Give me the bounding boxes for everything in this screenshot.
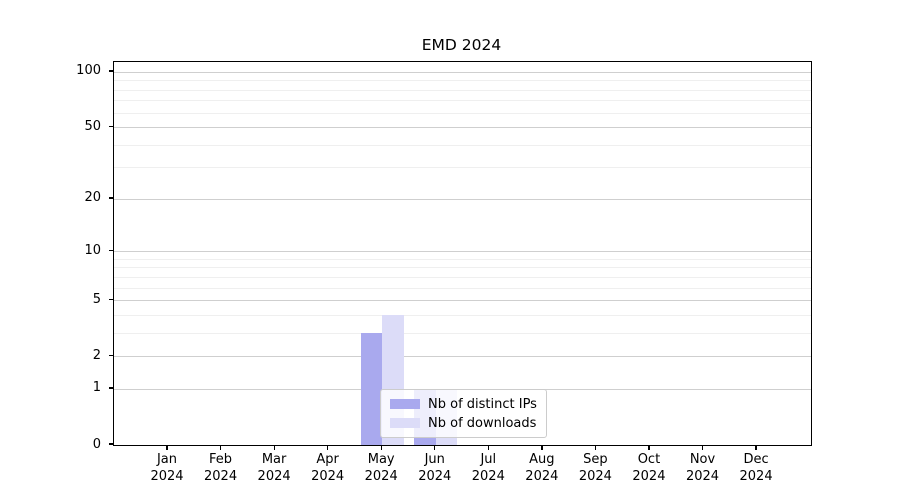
x-tick-month: Aug bbox=[529, 452, 555, 467]
legend-item: Nb of distinct IPs bbox=[390, 397, 538, 412]
x-tick-month: Mar bbox=[261, 452, 287, 467]
y-tick-mark bbox=[109, 197, 113, 199]
y-tick-label: 10 bbox=[84, 242, 101, 258]
x-tick-mark bbox=[701, 445, 704, 450]
legend: Nb of distinct IPs Nb of downloads bbox=[380, 389, 547, 438]
x-tick-month: Jan bbox=[156, 452, 178, 467]
x-tick-month: Feb bbox=[209, 452, 233, 467]
y-tick-label: 2 bbox=[92, 347, 101, 363]
x-tick-label: Feb 2024 bbox=[189, 451, 253, 485]
x-tick-year: 2024 bbox=[471, 469, 505, 484]
minor-gridline bbox=[114, 112, 811, 114]
x-tick-mark bbox=[273, 445, 275, 450]
x-tick-month: Apr bbox=[316, 452, 339, 467]
minor-gridline bbox=[114, 258, 811, 260]
x-tick-label: Aug 2024 bbox=[510, 451, 574, 485]
y-tick-mark bbox=[109, 443, 113, 445]
x-tick-mark bbox=[594, 445, 597, 450]
y-tick-mark bbox=[109, 354, 113, 356]
y-tick-mark bbox=[109, 70, 113, 72]
x-tick-year: 2024 bbox=[150, 469, 184, 484]
minor-gridline bbox=[114, 332, 811, 334]
x-tick-month: Nov bbox=[689, 452, 716, 467]
x-tick-label: Jun 2024 bbox=[403, 451, 467, 485]
x-tick-month: Jul bbox=[480, 452, 497, 467]
minor-gridline bbox=[114, 287, 811, 289]
minor-gridline bbox=[114, 267, 811, 269]
minor-gridline bbox=[114, 144, 811, 146]
x-tick-label: Jan 2024 bbox=[135, 451, 199, 485]
legend-swatch-distinct-ips bbox=[390, 399, 420, 409]
minor-gridline bbox=[114, 314, 811, 316]
x-tick-month: Oct bbox=[637, 452, 661, 467]
y-tick-label: 20 bbox=[84, 190, 101, 206]
x-tick-mark bbox=[434, 445, 436, 450]
minor-gridline bbox=[114, 89, 811, 91]
y-tick-label: 50 bbox=[84, 118, 101, 134]
x-tick-mark bbox=[541, 445, 543, 450]
y-tick-label: 0 bbox=[92, 436, 101, 452]
legend-item: Nb of downloads bbox=[390, 416, 538, 431]
x-tick-year: 2024 bbox=[632, 469, 666, 484]
minor-gridline bbox=[114, 80, 811, 82]
x-tick-month: Sep bbox=[583, 452, 608, 467]
minor-gridline bbox=[114, 276, 811, 278]
x-tick-year: 2024 bbox=[578, 469, 612, 484]
x-tick-mark bbox=[219, 445, 222, 450]
y-tick-mark bbox=[109, 125, 113, 127]
legend-label: Nb of distinct IPs bbox=[428, 396, 537, 412]
chart-title: EMD 2024 bbox=[421, 36, 502, 54]
x-tick-label: May 2024 bbox=[349, 451, 413, 485]
x-tick-label: Jul 2024 bbox=[456, 451, 520, 485]
x-tick-mark bbox=[487, 445, 489, 450]
y-tick-mark bbox=[109, 298, 113, 300]
x-tick-year: 2024 bbox=[418, 469, 452, 484]
y-tick-label: 5 bbox=[92, 291, 101, 307]
minor-gridline bbox=[114, 167, 811, 169]
legend-swatch-downloads bbox=[390, 418, 420, 428]
x-tick-month: May bbox=[367, 452, 395, 467]
x-tick-year: 2024 bbox=[257, 469, 291, 484]
x-tick-mark bbox=[166, 445, 168, 450]
x-tick-mark bbox=[327, 445, 329, 450]
x-tick-label: Apr 2024 bbox=[296, 451, 360, 485]
x-tick-label: Sep 2024 bbox=[563, 451, 627, 485]
major-gridline bbox=[114, 71, 811, 73]
minor-gridline bbox=[114, 100, 811, 102]
major-gridline bbox=[114, 127, 811, 129]
legend-label: Nb of downloads bbox=[428, 415, 537, 431]
y-tick-mark bbox=[109, 387, 113, 389]
x-tick-mark bbox=[648, 445, 650, 450]
x-tick-year: 2024 bbox=[525, 469, 559, 484]
x-tick-label: Oct 2024 bbox=[617, 451, 681, 485]
x-tick-year: 2024 bbox=[204, 469, 238, 484]
x-tick-year: 2024 bbox=[364, 469, 398, 484]
bar-may-ips bbox=[360, 332, 383, 445]
x-tick-year: 2024 bbox=[311, 469, 345, 484]
x-tick-mark bbox=[755, 445, 757, 450]
major-gridline bbox=[114, 251, 811, 253]
major-gridline bbox=[114, 300, 811, 302]
y-tick-label: 1 bbox=[92, 380, 101, 396]
y-tick-label: 100 bbox=[76, 63, 101, 79]
y-tick-mark bbox=[109, 249, 113, 251]
major-gridline bbox=[114, 198, 811, 200]
x-tick-month: Jun bbox=[424, 452, 445, 467]
x-tick-year: 2024 bbox=[739, 469, 773, 484]
x-tick-label: Nov 2024 bbox=[671, 451, 735, 485]
major-gridline bbox=[114, 356, 811, 358]
x-tick-month: Dec bbox=[743, 452, 769, 467]
x-tick-mark bbox=[380, 445, 382, 450]
x-tick-label: Dec 2024 bbox=[724, 451, 788, 485]
x-tick-year: 2024 bbox=[685, 469, 720, 484]
x-tick-label: Mar 2024 bbox=[242, 451, 306, 485]
